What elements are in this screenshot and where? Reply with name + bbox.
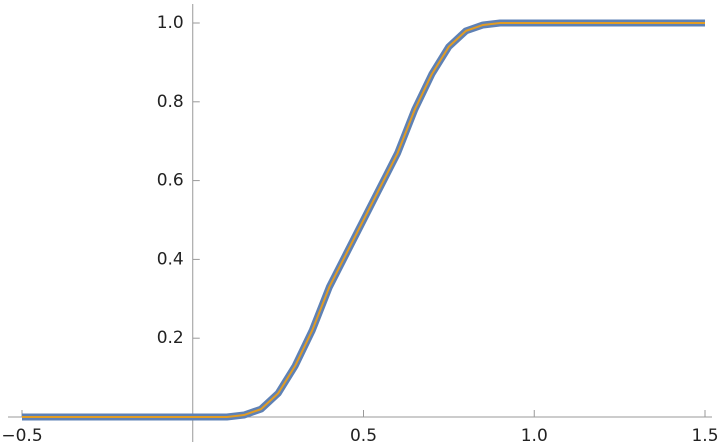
x-tick-label: 0.5 bbox=[350, 426, 377, 446]
y-tick-label: 0.6 bbox=[157, 171, 184, 191]
x-tick-label: 1.5 bbox=[691, 426, 718, 446]
y-tick-label: 0.2 bbox=[157, 328, 184, 348]
x-tick-label: −0.5 bbox=[1, 426, 42, 446]
y-tick-label: 1.0 bbox=[157, 13, 184, 33]
y-tick-label: 0.4 bbox=[157, 249, 184, 269]
x-tick-label: 1.0 bbox=[521, 426, 548, 446]
curve bbox=[22, 22, 705, 418]
y-tick-label: 0.8 bbox=[157, 92, 184, 112]
